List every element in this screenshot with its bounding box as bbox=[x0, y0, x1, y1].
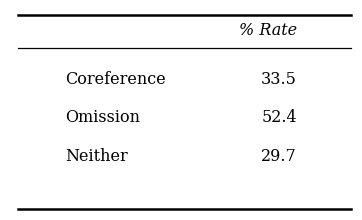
Text: % Rate: % Rate bbox=[239, 22, 297, 39]
Text: Neither: Neither bbox=[65, 148, 128, 165]
Text: 29.7: 29.7 bbox=[261, 148, 297, 165]
Text: 52.4: 52.4 bbox=[261, 109, 297, 126]
Text: Omission: Omission bbox=[65, 109, 140, 126]
Text: 33.5: 33.5 bbox=[261, 71, 297, 88]
Text: Coreference: Coreference bbox=[65, 71, 166, 88]
